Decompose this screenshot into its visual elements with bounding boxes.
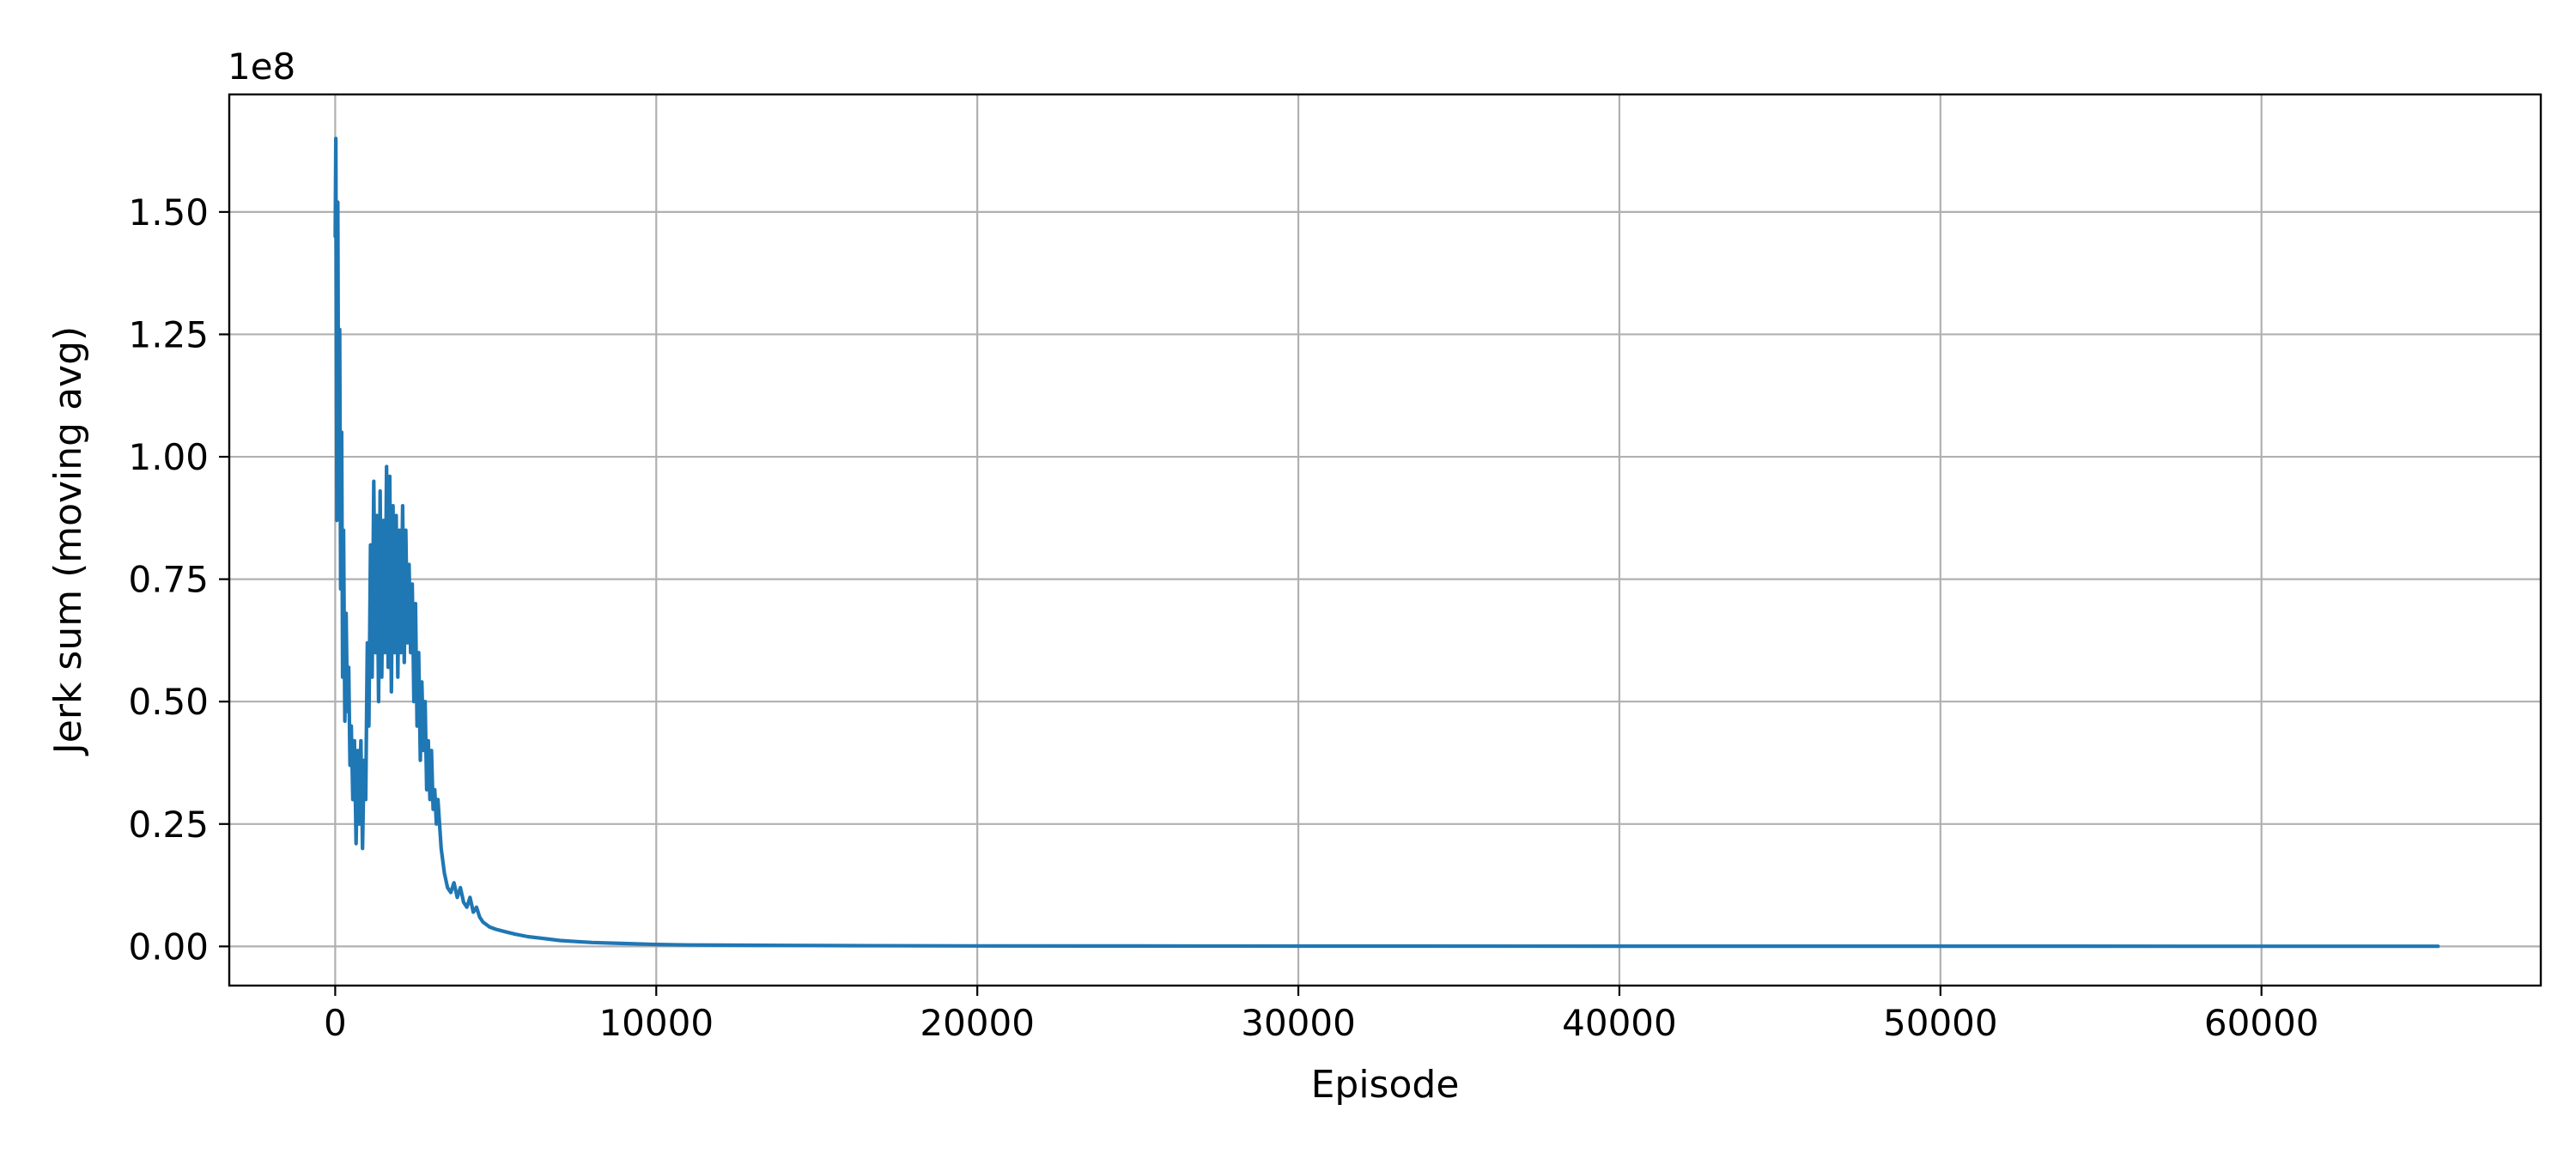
x-axis: 0 10000 20000 30000 40000 50000 60000 bbox=[324, 986, 2319, 1044]
x-axis-label: Episode bbox=[1311, 1063, 1460, 1107]
grid bbox=[229, 94, 2541, 986]
x-tick-label: 60000 bbox=[2204, 1002, 2319, 1044]
x-tick-label: 40000 bbox=[1562, 1002, 1677, 1044]
series-line bbox=[333, 137, 2440, 949]
x-tick-label: 50000 bbox=[1883, 1002, 1998, 1044]
series-layer bbox=[333, 137, 2440, 949]
x-tick-label: 20000 bbox=[920, 1002, 1035, 1044]
x-tick-label: 30000 bbox=[1241, 1002, 1356, 1044]
y-tick-label: 1.00 bbox=[128, 436, 209, 478]
y-tick-label: 0.75 bbox=[128, 559, 209, 601]
y-axis-label: Jerk sum (moving avg) bbox=[46, 326, 90, 756]
plot-frame bbox=[228, 93, 2543, 987]
y-tick-label: 0.00 bbox=[128, 925, 209, 968]
y-tick-label: 0.50 bbox=[128, 681, 209, 723]
x-tick-label: 10000 bbox=[598, 1002, 714, 1044]
y-tick-label: 1.25 bbox=[128, 313, 209, 355]
y-axis: 0.00 0.25 0.50 0.75 1.00 1.25 1.50 bbox=[128, 191, 229, 968]
y-tick-label: 1.50 bbox=[128, 191, 209, 234]
x-tick-label: 0 bbox=[324, 1002, 347, 1044]
y-offset-label: 1e8 bbox=[228, 46, 295, 88]
y-tick-label: 0.25 bbox=[128, 804, 209, 846]
